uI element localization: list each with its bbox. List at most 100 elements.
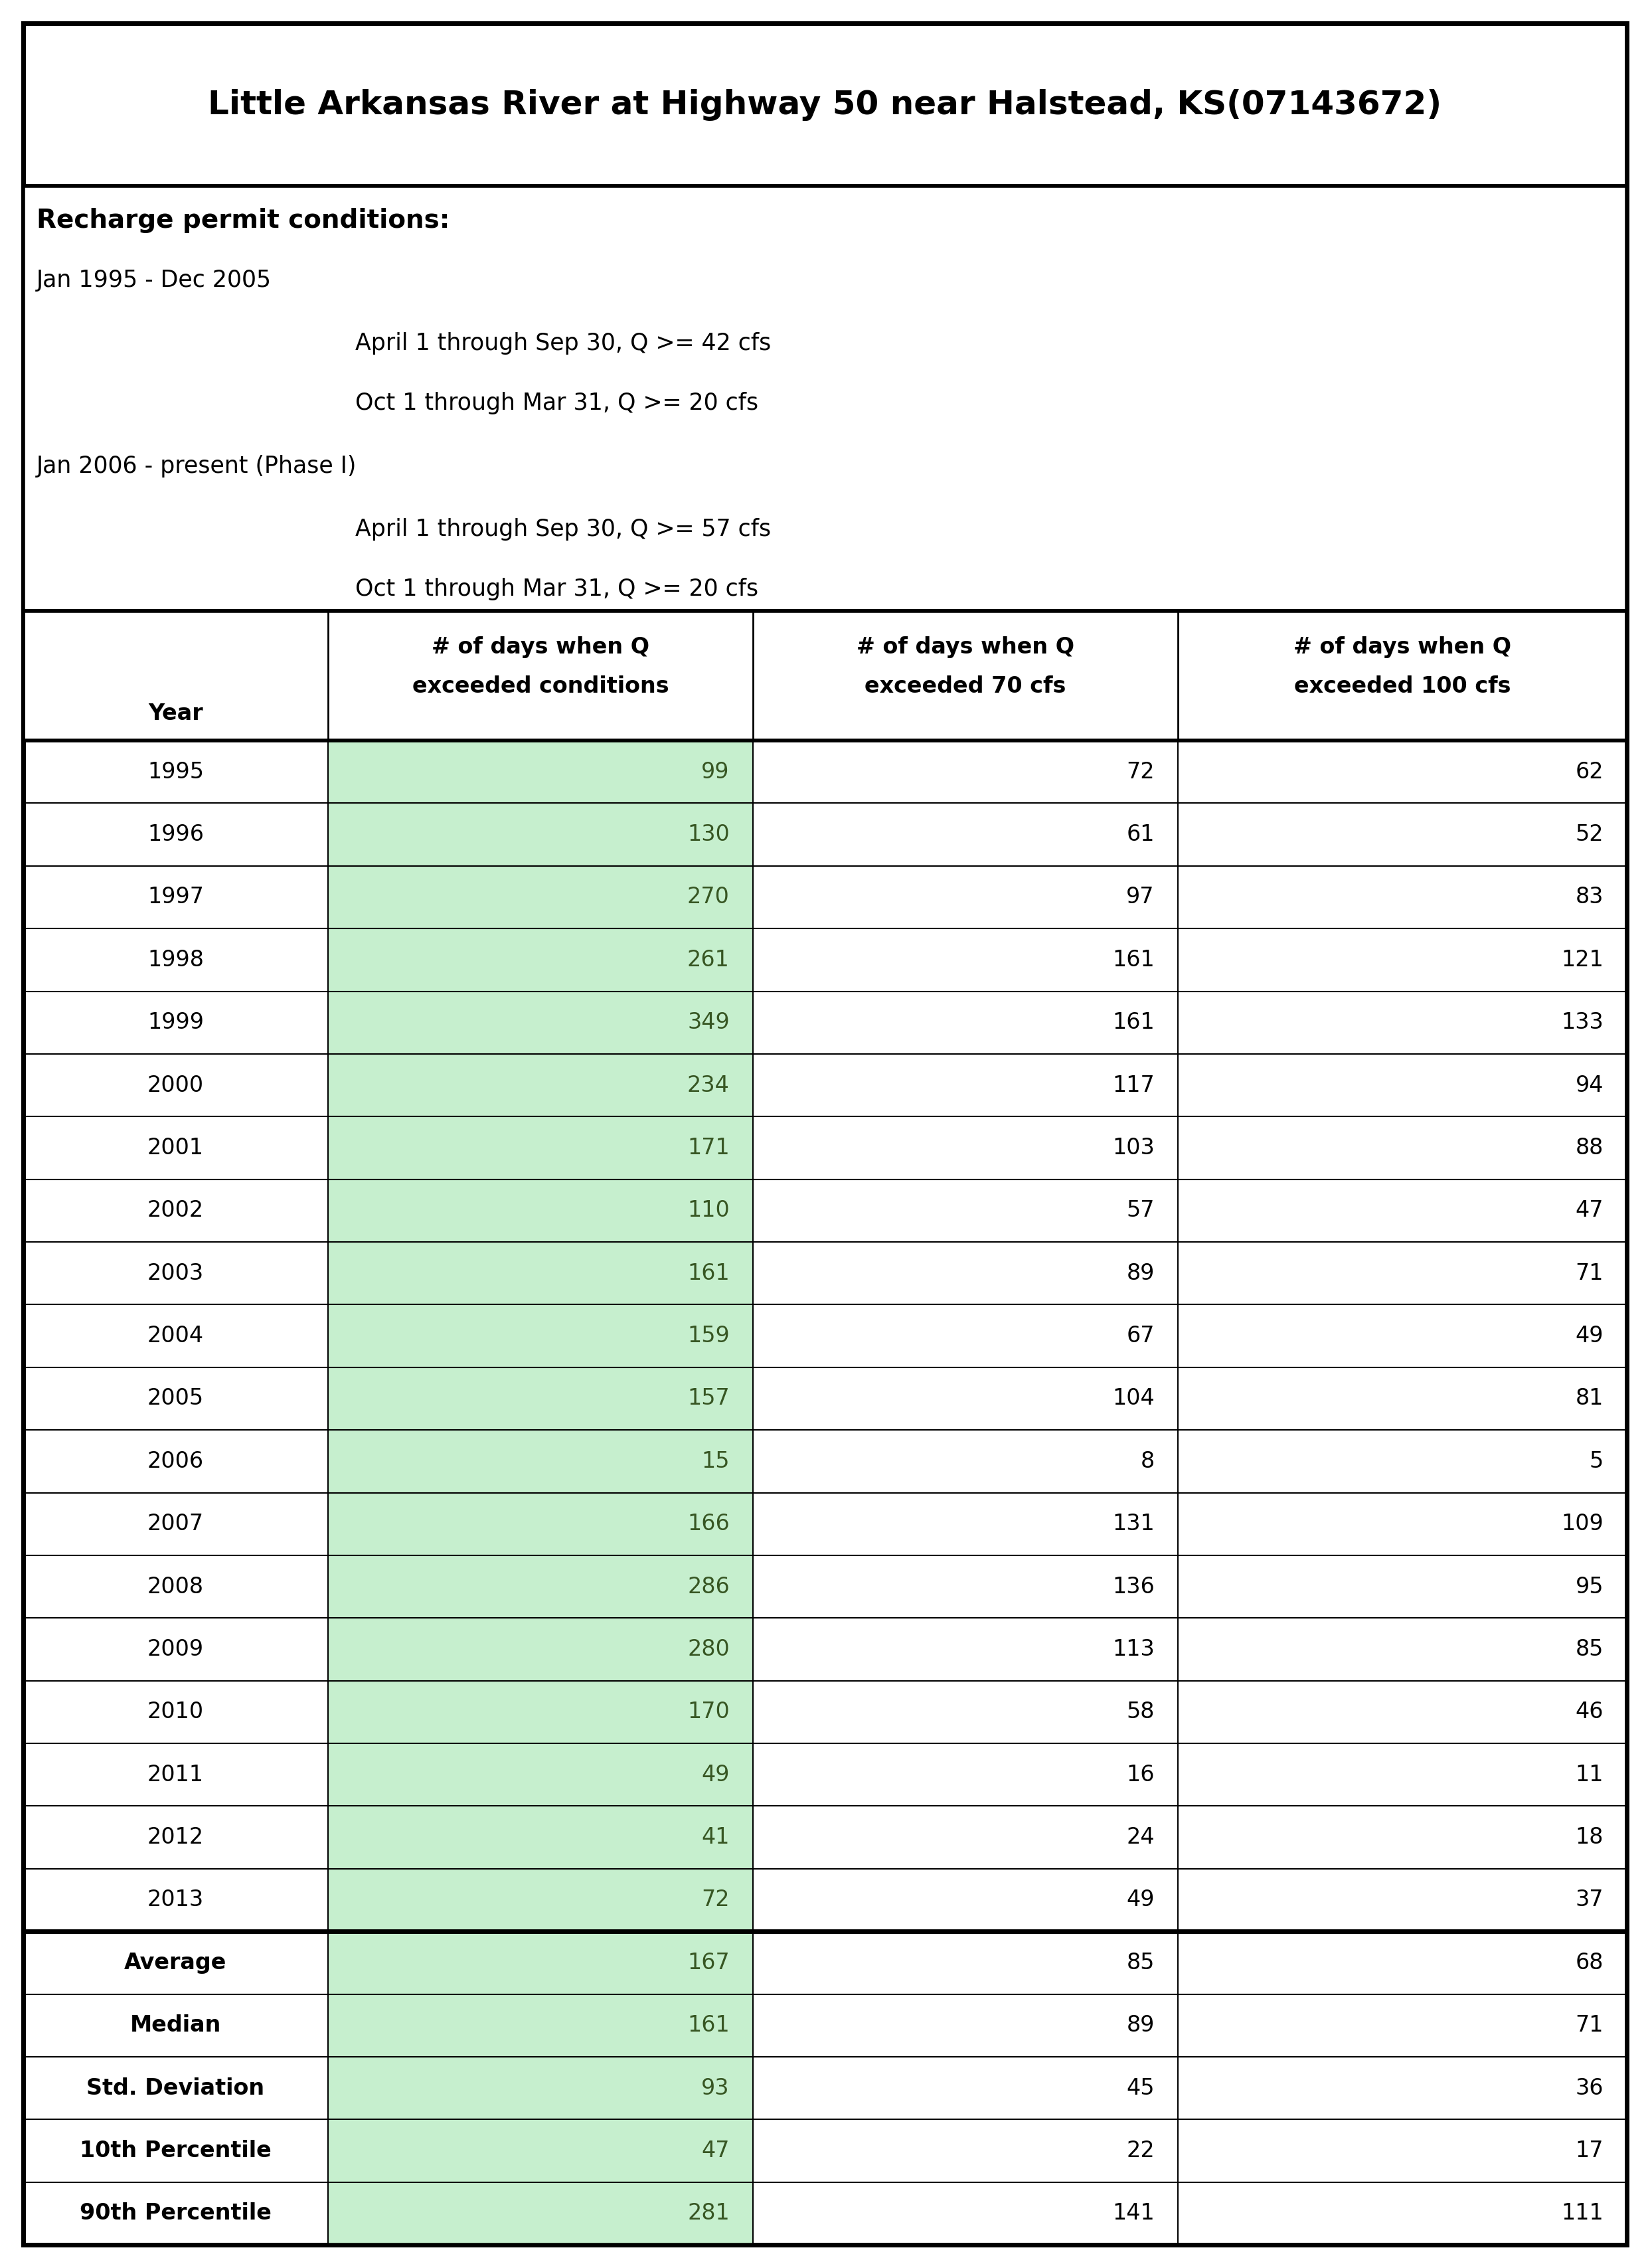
Text: 1999: 1999 bbox=[147, 1012, 205, 1034]
Text: 61: 61 bbox=[1127, 823, 1155, 846]
Bar bbox=[328, 2118, 752, 2182]
Bar bbox=[328, 1744, 752, 1805]
Text: Std. Deviation: Std. Deviation bbox=[86, 2077, 264, 2098]
Bar bbox=[328, 2182, 752, 2245]
Text: 47: 47 bbox=[1576, 1200, 1604, 1222]
Text: 161: 161 bbox=[688, 1263, 729, 1284]
Text: 280: 280 bbox=[688, 1637, 729, 1660]
Bar bbox=[328, 1805, 752, 1869]
Text: 161: 161 bbox=[1112, 948, 1155, 971]
Text: 349: 349 bbox=[688, 1012, 729, 1034]
Text: 2001: 2001 bbox=[147, 1136, 205, 1159]
Bar bbox=[23, 610, 1627, 742]
Text: 16: 16 bbox=[1127, 1765, 1155, 1785]
Text: Jan 1995 - Dec 2005: Jan 1995 - Dec 2005 bbox=[36, 270, 272, 293]
Text: exceeded 70 cfs: exceeded 70 cfs bbox=[865, 676, 1066, 696]
Text: 136: 136 bbox=[1112, 1576, 1155, 1597]
Text: exceeded 100 cfs: exceeded 100 cfs bbox=[1294, 676, 1511, 696]
Text: 8: 8 bbox=[1140, 1449, 1155, 1472]
Text: 24: 24 bbox=[1127, 1826, 1155, 1848]
Bar bbox=[328, 1429, 752, 1492]
Text: 161: 161 bbox=[1112, 1012, 1155, 1034]
Text: 1995: 1995 bbox=[147, 760, 205, 782]
Text: 2005: 2005 bbox=[147, 1388, 205, 1411]
Text: Little Arkansas River at Highway 50 near Halstead, KS(07143672): Little Arkansas River at Highway 50 near… bbox=[208, 88, 1442, 120]
Text: 104: 104 bbox=[1112, 1388, 1155, 1411]
Text: 89: 89 bbox=[1127, 1263, 1155, 1284]
Text: 161: 161 bbox=[688, 2014, 729, 2037]
Text: 88: 88 bbox=[1576, 1136, 1604, 1159]
Text: 11: 11 bbox=[1576, 1765, 1604, 1785]
Text: 286: 286 bbox=[688, 1576, 729, 1597]
Text: 2011: 2011 bbox=[147, 1765, 205, 1785]
Bar bbox=[328, 1243, 752, 1304]
Text: 1996: 1996 bbox=[147, 823, 205, 846]
Text: 15: 15 bbox=[701, 1449, 729, 1472]
Text: 85: 85 bbox=[1576, 1637, 1604, 1660]
Text: 130: 130 bbox=[688, 823, 729, 846]
Text: 103: 103 bbox=[1112, 1136, 1155, 1159]
Text: 81: 81 bbox=[1576, 1388, 1604, 1411]
Bar bbox=[328, 1932, 752, 1994]
Bar bbox=[328, 1116, 752, 1179]
Text: April 1 through Sep 30, Q >= 57 cfs: April 1 through Sep 30, Q >= 57 cfs bbox=[355, 517, 771, 540]
Text: 141: 141 bbox=[1112, 2202, 1155, 2225]
Text: 133: 133 bbox=[1561, 1012, 1604, 1034]
Text: 281: 281 bbox=[688, 2202, 729, 2225]
Text: 171: 171 bbox=[688, 1136, 729, 1159]
Text: 49: 49 bbox=[701, 1765, 729, 1785]
Text: 1998: 1998 bbox=[147, 948, 203, 971]
Text: 167: 167 bbox=[688, 1953, 729, 1973]
Text: 49: 49 bbox=[1127, 1889, 1155, 1912]
Text: 261: 261 bbox=[686, 948, 729, 971]
Text: 41: 41 bbox=[701, 1826, 729, 1848]
Text: 37: 37 bbox=[1576, 1889, 1604, 1912]
Text: 159: 159 bbox=[688, 1325, 729, 1347]
Bar bbox=[328, 1368, 752, 1429]
Text: 117: 117 bbox=[1112, 1075, 1155, 1095]
Text: 2009: 2009 bbox=[147, 1637, 205, 1660]
Text: Recharge permit conditions:: Recharge permit conditions: bbox=[36, 209, 450, 234]
Text: 52: 52 bbox=[1576, 823, 1604, 846]
Bar bbox=[328, 1681, 752, 1744]
Text: 72: 72 bbox=[701, 1889, 729, 1912]
Text: exceeded conditions: exceeded conditions bbox=[412, 676, 668, 696]
Text: # of days when Q: # of days when Q bbox=[432, 637, 648, 658]
Text: 166: 166 bbox=[688, 1513, 729, 1535]
Bar bbox=[328, 803, 752, 866]
Text: 2006: 2006 bbox=[147, 1449, 205, 1472]
Bar bbox=[328, 1869, 752, 1932]
Text: 109: 109 bbox=[1561, 1513, 1604, 1535]
Bar bbox=[328, 1617, 752, 1681]
Text: 234: 234 bbox=[686, 1075, 729, 1095]
Text: 113: 113 bbox=[1112, 1637, 1155, 1660]
Text: 93: 93 bbox=[701, 2077, 729, 2098]
Bar bbox=[328, 1556, 752, 1617]
Text: Year: Year bbox=[148, 703, 203, 726]
Bar bbox=[328, 1179, 752, 1243]
Text: 18: 18 bbox=[1576, 1826, 1604, 1848]
Text: 62: 62 bbox=[1576, 760, 1604, 782]
Text: 5: 5 bbox=[1589, 1449, 1604, 1472]
Bar bbox=[328, 1304, 752, 1368]
Text: 57: 57 bbox=[1127, 1200, 1155, 1222]
Text: 89: 89 bbox=[1127, 2014, 1155, 2037]
Text: 97: 97 bbox=[1127, 887, 1155, 907]
Text: 47: 47 bbox=[701, 2139, 729, 2161]
Text: 157: 157 bbox=[688, 1388, 729, 1411]
Text: 95: 95 bbox=[1576, 1576, 1604, 1597]
Bar bbox=[328, 866, 752, 928]
Text: 170: 170 bbox=[688, 1701, 729, 1724]
Text: 68: 68 bbox=[1576, 1953, 1604, 1973]
Bar bbox=[328, 991, 752, 1055]
Text: 2004: 2004 bbox=[147, 1325, 205, 1347]
Text: 22: 22 bbox=[1127, 2139, 1155, 2161]
Bar bbox=[23, 23, 1627, 186]
Text: 2003: 2003 bbox=[147, 1263, 205, 1284]
Text: 2013: 2013 bbox=[147, 1889, 205, 1912]
Text: 17: 17 bbox=[1576, 2139, 1604, 2161]
Text: 2007: 2007 bbox=[147, 1513, 205, 1535]
Bar bbox=[328, 928, 752, 991]
Text: 2012: 2012 bbox=[147, 1826, 205, 1848]
Text: April 1 through Sep 30, Q >= 42 cfs: April 1 through Sep 30, Q >= 42 cfs bbox=[355, 331, 771, 354]
